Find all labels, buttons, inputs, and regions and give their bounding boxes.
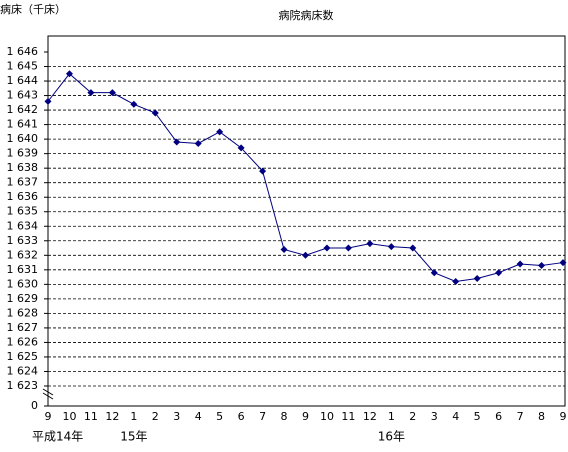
data-point <box>108 89 116 97</box>
data-point <box>151 109 159 117</box>
x-tick-label: 3 <box>431 410 438 423</box>
x-tick-label: 7 <box>517 410 524 423</box>
x-group-label: 平成14年 <box>32 430 83 444</box>
x-tick-label: 10 <box>320 410 334 423</box>
data-point <box>366 240 374 248</box>
data-point <box>323 244 331 252</box>
data-point <box>259 167 267 175</box>
chart-title: 病院病床数 <box>279 8 334 22</box>
data-point <box>237 144 245 152</box>
axis-break <box>42 392 54 400</box>
y-tick-label: 1 627 <box>7 321 39 334</box>
y-tick-label: 0 <box>31 399 38 412</box>
data-point <box>559 259 567 267</box>
x-tick-label: 6 <box>495 410 502 423</box>
x-tick-label: 2 <box>409 410 416 423</box>
data-point <box>409 244 417 252</box>
x-tick-label: 1 <box>388 410 395 423</box>
x-tick-label: 11 <box>84 410 98 423</box>
data-point <box>516 260 524 268</box>
x-tick-label: 2 <box>152 410 159 423</box>
x-tick-label: 4 <box>452 410 459 423</box>
x-tick-label: 3 <box>173 410 180 423</box>
y-tick-label: 1 645 <box>7 60 39 73</box>
x-tick-label: 9 <box>560 410 567 423</box>
data-point <box>216 128 224 136</box>
x-tick-label: 8 <box>281 410 288 423</box>
data-point <box>280 245 288 253</box>
x-tick-label: 9 <box>302 410 309 423</box>
data-point <box>473 275 481 283</box>
y-tick-label: 1 626 <box>7 335 39 348</box>
data-point <box>130 100 138 108</box>
y-tick-label: 1 641 <box>7 118 39 131</box>
data-point <box>87 89 95 97</box>
plot-frame <box>47 35 566 407</box>
x-tick-label: 7 <box>259 410 266 423</box>
x-tick-label: 4 <box>195 410 202 423</box>
data-point <box>452 277 460 285</box>
x-tick-label: 1 <box>130 410 137 423</box>
x-tick-label: 6 <box>238 410 245 423</box>
y-tick-label: 1 639 <box>7 147 39 160</box>
data-point <box>495 269 503 277</box>
y-tick-label: 1 638 <box>7 161 39 174</box>
y-tick-label: 1 646 <box>7 45 39 58</box>
y-tick-label: 1 642 <box>7 103 39 116</box>
data-point <box>194 139 202 147</box>
y-tick-label: 1 637 <box>7 176 39 189</box>
data-point <box>44 97 52 105</box>
y-tick-label: 1 632 <box>7 248 39 261</box>
y-tick-label: 1 630 <box>7 277 39 290</box>
y-tick-label: 1 633 <box>7 234 39 247</box>
y-tick-label: 1 628 <box>7 306 39 319</box>
y-tick-label: 1 629 <box>7 292 39 305</box>
x-group-label: 16年 <box>378 430 405 444</box>
y-tick-label: 1 623 <box>7 379 39 392</box>
y-tick-label: 1 634 <box>7 219 39 232</box>
data-point <box>173 138 181 146</box>
y-tick-label: 1 635 <box>7 205 39 218</box>
data-point <box>387 243 395 251</box>
data-line <box>47 73 564 282</box>
y-tick-label: 1 643 <box>7 89 39 102</box>
x-tick-label: 10 <box>62 410 76 423</box>
x-tick-label: 5 <box>474 410 481 423</box>
data-point <box>302 251 309 259</box>
x-tick-label: 9 <box>45 410 52 423</box>
x-tick-label: 5 <box>216 410 223 423</box>
x-tick-label: 11 <box>341 410 355 423</box>
data-point <box>430 269 438 277</box>
x-tick-label: 12 <box>363 410 377 423</box>
data-point <box>65 70 73 78</box>
data-point <box>538 261 546 269</box>
y-tick-label: 1 631 <box>7 263 39 276</box>
y-tick-label: 1 644 <box>7 74 39 87</box>
axis-break <box>42 388 54 396</box>
x-group-label: 15年 <box>120 430 147 444</box>
y-tick-label: 1 636 <box>7 190 39 203</box>
y-tick-label: 1 625 <box>7 350 39 363</box>
data-point <box>344 244 352 252</box>
y-axis-label: 病床（千床） <box>0 2 66 16</box>
x-tick-label: 8 <box>538 410 545 423</box>
y-tick-label: 1 640 <box>7 132 39 145</box>
x-tick-label: 12 <box>105 410 119 423</box>
y-tick-label: 1 624 <box>7 364 39 377</box>
